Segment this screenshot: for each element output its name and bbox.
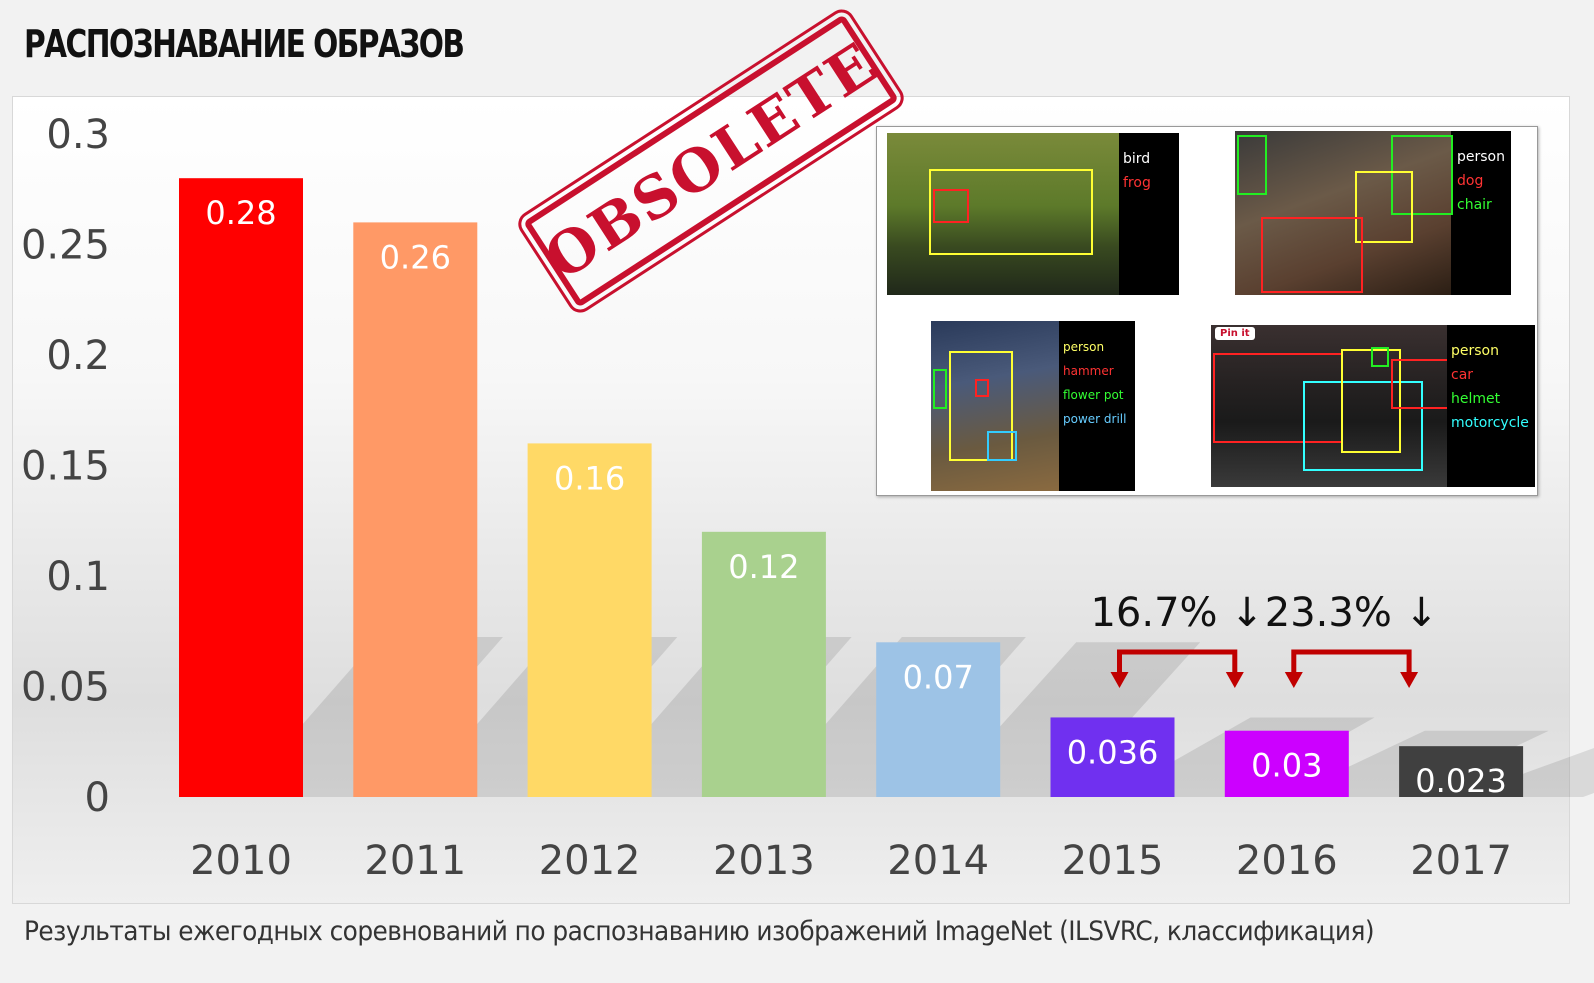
photo-dog: person dog chair [1235,131,1511,295]
photo-person-tools: person hammer flower pot power drill [931,321,1135,491]
chart-caption: Результаты ежегодных соревнований по рас… [24,916,1375,947]
photo-motorcycle: Pin it person car helmet motorcycle [1211,325,1535,487]
data-label: 0.036 [1067,733,1159,771]
y-tick-label: 0.2 [46,333,110,379]
photo-label: person [1457,149,1505,165]
data-label: 0.07 [903,658,974,696]
data-label: 0.28 [205,194,276,232]
photo-label: person [1451,343,1499,359]
photo-label: bird [1123,151,1151,167]
photo-label: hammer [1063,364,1114,378]
x-tick-label: 2016 [1236,838,1338,884]
bracket-arrowhead [1400,672,1419,688]
photo-label: flower pot [1063,388,1124,402]
pinit-badge: Pin it [1215,327,1255,340]
data-label: 0.023 [1415,762,1507,800]
x-tick-label: 2014 [887,838,989,884]
bar [876,642,1001,797]
bar [1050,717,1175,797]
data-label: 0.16 [554,459,625,497]
y-tick-label: 0.1 [46,554,110,600]
bar [179,178,303,797]
photo-label: helmet [1451,391,1501,407]
x-tick-label: 2011 [364,838,466,884]
y-tick-label: 0 [85,775,110,821]
reduction-bracket [1291,649,1412,676]
bracket-arrowhead [1225,672,1244,688]
page-title: РАСПОЗНАВАНИЕ ОБРАЗОВ [24,22,465,66]
photo-label: chair [1457,197,1492,213]
x-tick-label: 2015 [1062,838,1164,884]
photo-label: frog [1123,175,1151,191]
photo-label: motorcycle [1451,415,1529,431]
photo-label: car [1451,367,1474,383]
y-tick-label: 0.15 [21,444,110,490]
bar [1399,746,1524,797]
x-tick-label: 2013 [713,838,815,884]
x-tick-label: 2017 [1410,838,1512,884]
bar [527,443,652,797]
photo-label: power drill [1063,412,1127,426]
photo-label: dog [1457,173,1484,189]
x-tick-label: 2010 [190,838,292,884]
bracket-arrowhead [1110,672,1129,688]
reduction-bracket [1117,649,1238,676]
bars: 0.28 0.26 0.16 0.12 0.07 0.036 0.03 0.023 [179,178,1524,800]
bar [1224,730,1349,797]
x-axis: 2010 2011 2012 2013 2014 2015 2016 2017 [190,838,1512,884]
x-tick-label: 2012 [539,838,641,884]
photo-label: person [1063,340,1105,354]
y-tick-label: 0.25 [21,223,110,269]
data-label: 0.12 [728,548,799,586]
detection-examples-inset: bird frog person dog chair person hammer… [876,126,1538,496]
y-tick-label: 0.05 [21,665,110,711]
annotations: 16.7% ↓ 23.3% ↓ [1090,590,1438,688]
reduction-annotation: 16.7% ↓ [1090,590,1263,636]
bar [701,531,826,797]
y-tick-label: 0.3 [46,112,110,158]
bracket-arrowhead [1284,672,1303,688]
data-label: 0.26 [380,238,451,276]
reduction-annotation: 23.3% ↓ [1265,590,1438,636]
bar [353,222,478,797]
photo-bird: bird frog [887,133,1179,295]
data-label: 0.03 [1251,747,1322,785]
y-axis: 0 0.05 0.1 0.15 0.2 0.25 0.3 [21,112,110,821]
